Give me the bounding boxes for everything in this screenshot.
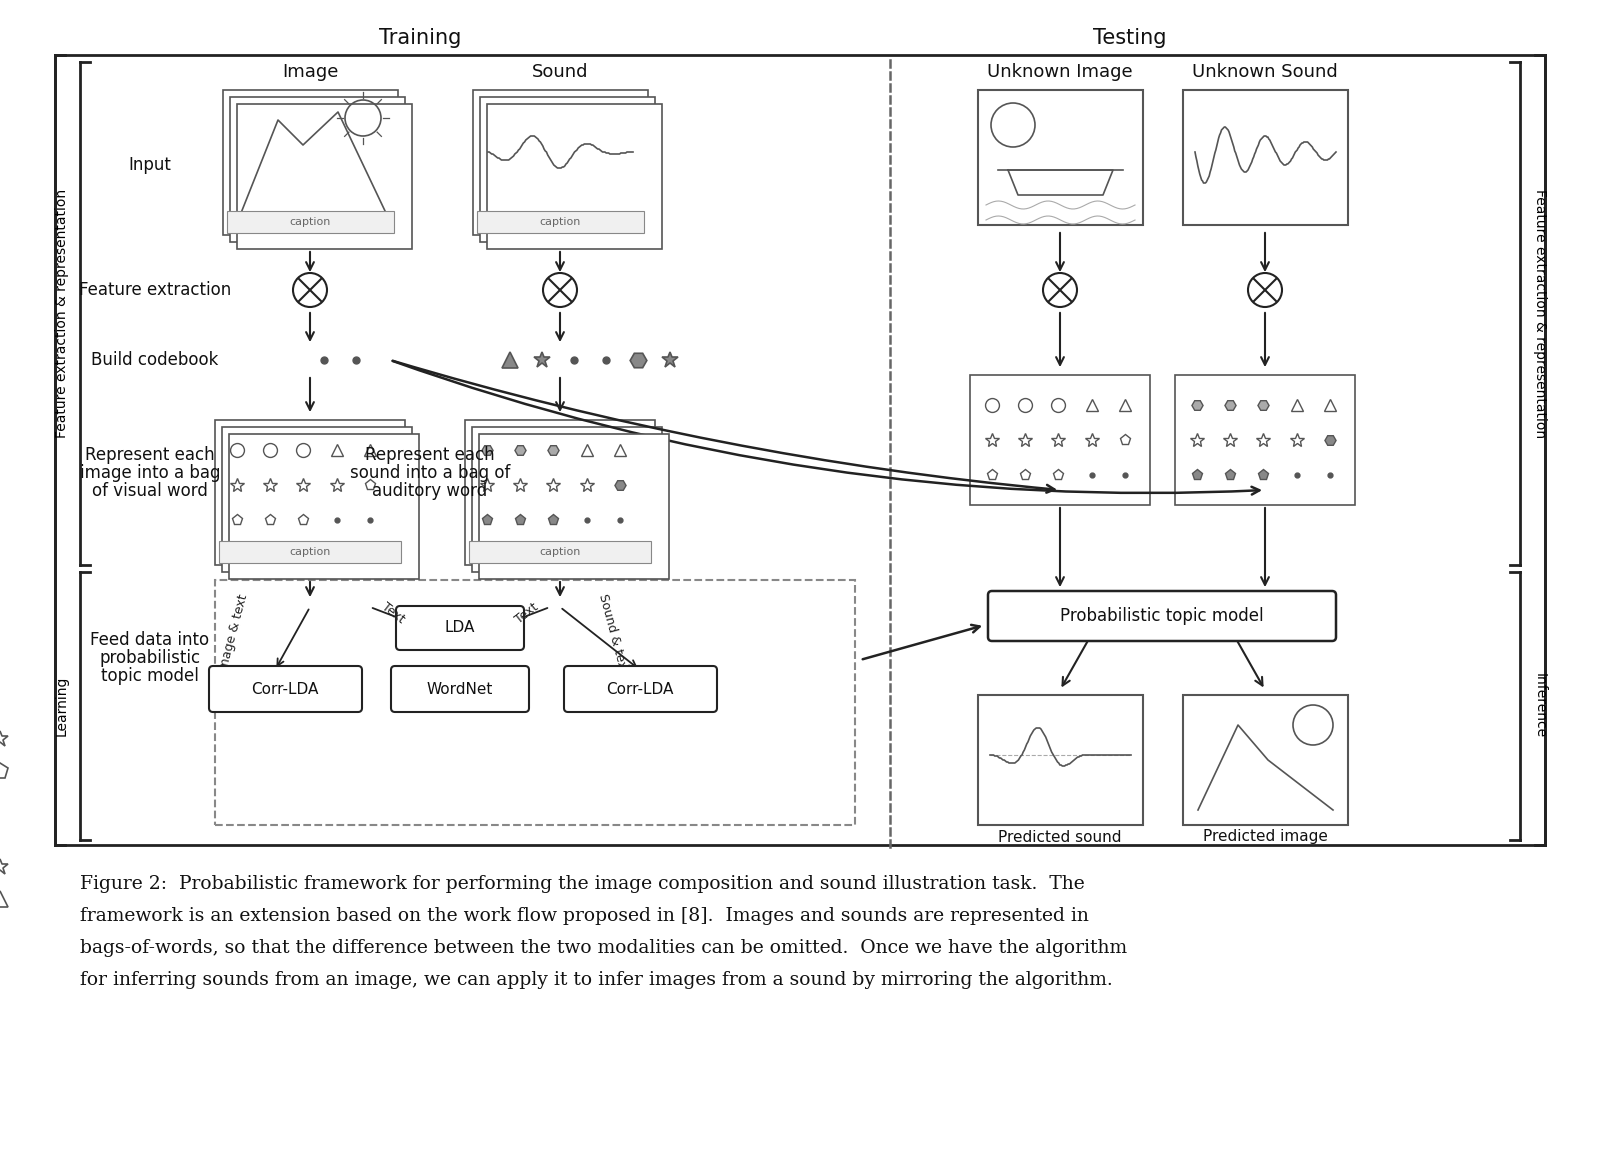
Text: Sound: Sound	[531, 63, 589, 81]
Text: Feed data into: Feed data into	[91, 630, 210, 649]
Text: bags-of-words, so that the difference between the two modalities can be omitted.: bags-of-words, so that the difference be…	[80, 939, 1126, 957]
Bar	[486, 104, 662, 249]
Text: Unknown Sound: Unknown Sound	[1192, 63, 1338, 81]
Bar	[978, 695, 1142, 825]
Bar	[214, 420, 405, 564]
Bar	[480, 97, 654, 242]
Text: Represent each: Represent each	[85, 446, 214, 464]
Text: caption: caption	[290, 547, 331, 557]
Bar	[222, 427, 413, 573]
Text: Text: Text	[379, 600, 406, 626]
Text: Feature extraction & representation: Feature extraction & representation	[1533, 189, 1547, 438]
FancyBboxPatch shape	[989, 591, 1336, 641]
Bar	[227, 211, 394, 233]
Bar	[54, 54, 1546, 845]
Text: LDA: LDA	[445, 620, 475, 635]
Bar	[466, 420, 654, 564]
Text: Image & text: Image & text	[216, 593, 250, 675]
Text: caption: caption	[290, 217, 331, 227]
Text: Learning: Learning	[54, 676, 69, 736]
Text: WordNet: WordNet	[427, 681, 493, 697]
Text: Probabilistic topic model: Probabilistic topic model	[1061, 607, 1264, 625]
Bar	[978, 90, 1142, 225]
Bar	[229, 433, 419, 580]
Text: Sound & text: Sound & text	[597, 593, 630, 676]
Text: topic model: topic model	[101, 666, 198, 685]
Bar	[477, 211, 643, 233]
Bar	[1182, 695, 1347, 825]
Text: Training: Training	[379, 28, 461, 48]
Text: Corr-LDA: Corr-LDA	[606, 681, 674, 697]
Bar	[469, 541, 651, 563]
Text: for inferring sounds from an image, we can apply it to infer images from a sound: for inferring sounds from an image, we c…	[80, 971, 1112, 989]
FancyBboxPatch shape	[563, 666, 717, 712]
Bar	[472, 427, 662, 573]
Text: Unknown Image: Unknown Image	[987, 63, 1133, 81]
Bar	[1182, 90, 1347, 225]
Text: Feature extraction & representation: Feature extraction & representation	[54, 189, 69, 438]
FancyBboxPatch shape	[390, 666, 530, 712]
Bar	[474, 90, 648, 235]
Text: Represent each: Represent each	[365, 446, 494, 464]
Text: Figure 2:  Probabilistic framework for performing the image composition and soun: Figure 2: Probabilistic framework for pe…	[80, 875, 1085, 892]
Text: framework is an extension based on the work flow proposed in [8].  Images and so: framework is an extension based on the w…	[80, 907, 1090, 925]
Bar	[1174, 376, 1355, 505]
Text: Inference: Inference	[1533, 673, 1547, 738]
Text: probabilistic: probabilistic	[99, 649, 200, 666]
Bar	[230, 97, 405, 242]
Text: caption: caption	[539, 217, 581, 227]
Text: sound into a bag of: sound into a bag of	[350, 464, 510, 482]
FancyBboxPatch shape	[210, 666, 362, 712]
Bar	[214, 580, 854, 825]
Text: Image: Image	[282, 63, 338, 81]
Bar	[222, 90, 398, 235]
Text: Testing: Testing	[1093, 28, 1166, 48]
FancyBboxPatch shape	[397, 606, 525, 650]
Text: image into a bag: image into a bag	[80, 464, 221, 482]
Bar	[478, 433, 669, 580]
Text: caption: caption	[539, 547, 581, 557]
Bar	[237, 104, 413, 249]
Text: of visual word: of visual word	[93, 482, 208, 500]
Text: Predicted image: Predicted image	[1203, 830, 1328, 845]
Text: Build codebook: Build codebook	[91, 351, 219, 369]
Text: Feature extraction: Feature extraction	[78, 280, 230, 299]
Bar	[219, 541, 402, 563]
Text: auditory word: auditory word	[373, 482, 488, 500]
Text: Input: Input	[128, 156, 171, 174]
Text: Text: Text	[514, 600, 541, 626]
Text: Predicted sound: Predicted sound	[998, 830, 1122, 845]
Bar	[970, 376, 1150, 505]
Text: Corr-LDA: Corr-LDA	[251, 681, 318, 697]
